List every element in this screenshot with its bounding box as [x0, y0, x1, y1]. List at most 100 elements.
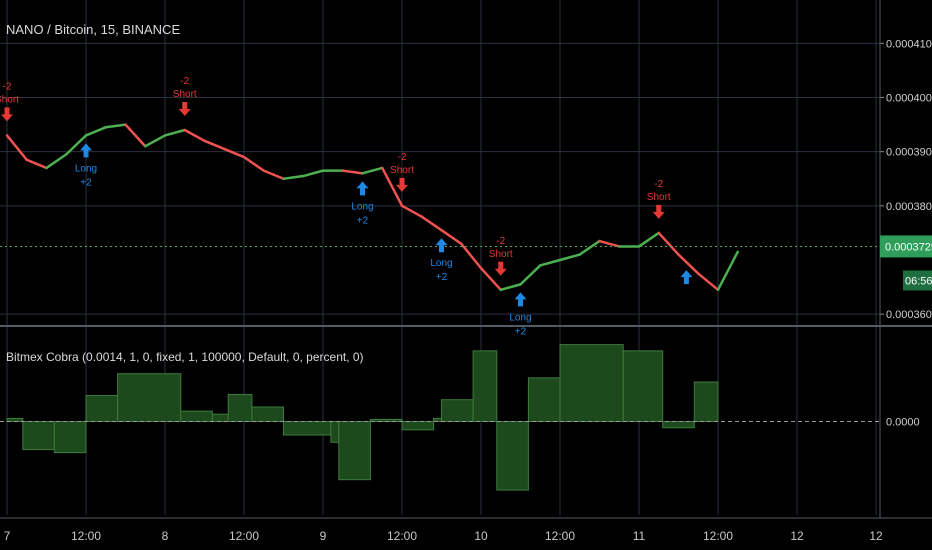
price-segment: [460, 242, 483, 270]
short-signal-label: Short: [173, 89, 197, 100]
price-segment: [499, 283, 522, 292]
short-arrow-icon: [178, 102, 191, 116]
indicator-bar: [211, 413, 229, 423]
price-segment: [637, 231, 660, 248]
price-segment: [242, 155, 265, 172]
indicator-bar: [472, 350, 498, 423]
x-tick-label: 10: [474, 529, 488, 543]
x-tick-label: 12:00: [703, 529, 733, 543]
indicator-bar: [330, 421, 340, 443]
price-segment: [400, 204, 423, 218]
long-signal-label: +2: [515, 326, 527, 337]
price-segment: [203, 139, 226, 151]
x-tick-label: 11: [633, 529, 646, 543]
price-segment: [104, 123, 127, 129]
price-segment: [361, 166, 384, 175]
x-tick-label: 12: [790, 529, 804, 543]
price-segment: [163, 128, 186, 137]
long-arrow-icon: [435, 238, 448, 253]
indicator-bar: [117, 373, 182, 423]
indicator-bar: [22, 421, 55, 451]
indicator-bar: [693, 381, 719, 422]
short-signal-label: Short: [390, 165, 414, 176]
price-segment: [262, 169, 285, 180]
indicator-bar: [496, 421, 529, 491]
price-segment: [302, 169, 325, 178]
indicator-bar: [559, 344, 624, 422]
short-signal-label: Short: [647, 192, 671, 203]
price-segment: [578, 239, 601, 256]
price-segment: [657, 231, 680, 256]
indicator-bar: [251, 406, 284, 423]
price-segment: [144, 134, 167, 148]
long-signal-label: Long: [509, 312, 531, 323]
price-segment: [282, 174, 305, 180]
long-arrow-icon: [680, 270, 693, 285]
x-tick-label: 12:00: [71, 529, 101, 543]
short-signal-label: -2: [3, 81, 12, 92]
indicator-bar: [662, 421, 695, 429]
chart-title: NANO / Bitcoin, 15, BINANCE: [6, 22, 181, 37]
indicator-bar: [180, 410, 213, 423]
price-segment: [479, 266, 502, 292]
indicator-bar: [283, 421, 332, 436]
long-arrow-icon: [514, 292, 527, 307]
long-signal-label: +2: [80, 177, 92, 188]
price-segment: [45, 153, 68, 170]
indicator-y-tick-label: 0.0000: [886, 417, 920, 429]
price-segment: [124, 123, 147, 148]
indicator-bar: [527, 377, 561, 423]
x-tick-label: 12: [869, 529, 883, 543]
x-tick-label: 8: [162, 529, 169, 543]
price-segment: [65, 134, 88, 156]
x-tick-label: 12:00: [545, 529, 575, 543]
price-segment: [697, 272, 720, 292]
short-signal-label: Short: [489, 249, 513, 260]
indicator-bar: [401, 421, 435, 431]
indicator-bar: [227, 393, 253, 423]
price-segment: [598, 239, 621, 248]
price-segment: [440, 228, 463, 245]
price-segment: [677, 253, 700, 275]
long-arrow-icon: [80, 143, 92, 158]
price-segment: [381, 166, 404, 208]
price-segment: [84, 126, 107, 137]
current-price-label: 0.0003725: [885, 241, 932, 253]
short-arrow-icon: [494, 261, 507, 276]
x-tick-label: 12:00: [387, 529, 417, 543]
indicator-title: Bitmex Cobra (0.0014, 1, 0, fixed, 1, 10…: [6, 350, 364, 364]
short-signal-label: -2: [496, 236, 505, 247]
signal-markers: -2 Short Long +2 -2 Short Long +2 -2 Short Long +2 -…: [0, 76, 693, 337]
x-tick-label: 12:00: [229, 529, 259, 543]
indicator-bar: [622, 350, 664, 423]
countdown-badge: [903, 270, 932, 291]
price-segment: [519, 264, 542, 286]
indicator-bar: [53, 421, 87, 454]
countdown-label: 06:56: [905, 275, 932, 287]
short-arrow-icon: [652, 204, 665, 219]
long-signal-label: Long: [75, 163, 97, 174]
price-segment: [25, 158, 48, 170]
short-signal-label: Short: [0, 94, 19, 105]
long-signal-label: Long: [430, 258, 452, 269]
short-signal-label: -2: [654, 179, 663, 190]
price-segment: [539, 258, 562, 267]
price-segment: [223, 147, 246, 159]
x-tick-label: 9: [320, 529, 327, 543]
indicator-bar: [441, 399, 474, 422]
short-arrow-icon: [396, 177, 408, 192]
price-segment: [341, 169, 364, 175]
x-tick-label: 7: [4, 529, 11, 543]
price-segment: [420, 215, 443, 232]
indicator-bars: [0, 344, 880, 491]
indicator-bar: [85, 395, 119, 422]
price-segment: [183, 128, 206, 143]
